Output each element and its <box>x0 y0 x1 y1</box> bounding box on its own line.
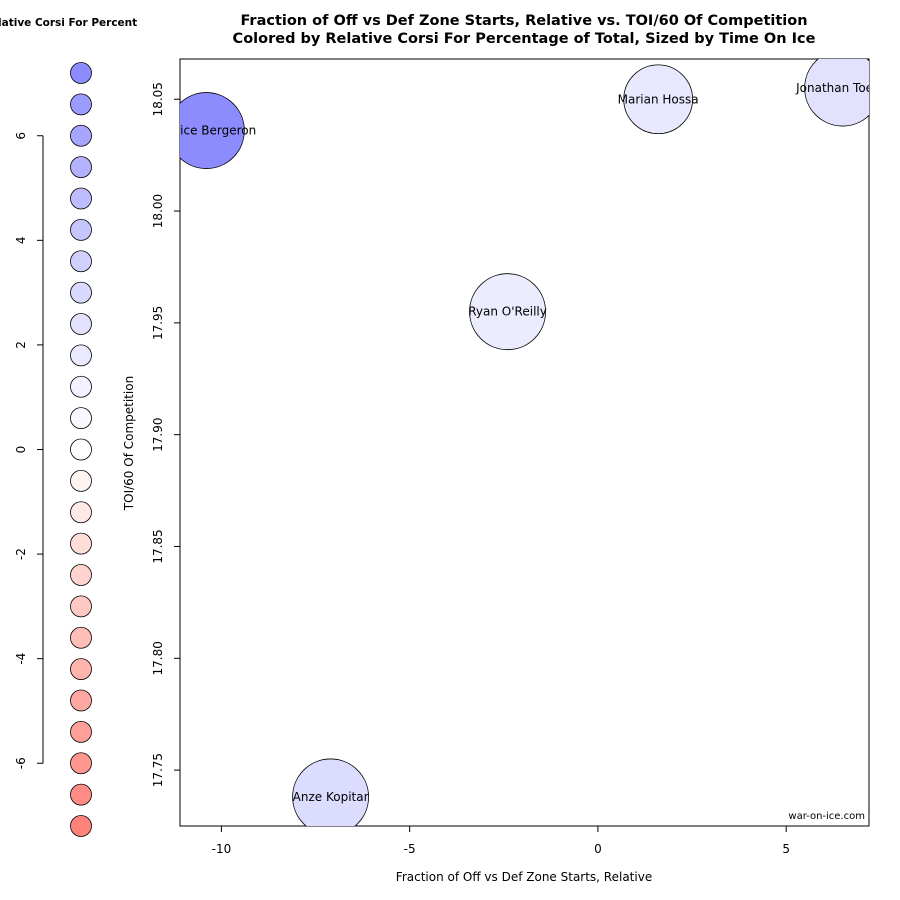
bubble-label: Ryan O'Reilly <box>468 305 547 319</box>
legend-swatch <box>70 626 92 649</box>
y-tick-label: 18.05 <box>151 82 165 116</box>
legend-tick-label: -4 <box>14 653 28 665</box>
y-tick-label: 17.80 <box>151 641 165 675</box>
legend-swatches <box>70 62 92 837</box>
legend-tick-label: -2 <box>14 548 28 560</box>
legend-swatch <box>70 250 92 273</box>
bubble-label: Anze Kopitar <box>293 790 369 804</box>
x-tick-label: -5 <box>404 842 416 856</box>
legend-swatch <box>70 407 92 430</box>
x-axis: -10 -5 0 5 <box>212 826 790 856</box>
legend-axis: 6 4 2 0 -2 -4 -6 <box>14 132 44 769</box>
legend-swatch <box>70 689 92 712</box>
bubble-label: Patrice Bergeron <box>156 124 256 138</box>
y-tick-label: 17.90 <box>151 417 165 451</box>
legend-swatch <box>70 752 92 775</box>
legend-swatch <box>70 62 92 84</box>
legend-swatch <box>70 532 92 555</box>
chart-subtitle: Colored by Relative Corsi For Percentage… <box>233 31 816 47</box>
legend-tick-label: 2 <box>14 341 28 349</box>
legend-swatch <box>70 93 92 116</box>
legend-tick-label: 4 <box>14 237 28 245</box>
y-axis-label: TOI/60 Of Competition <box>122 376 136 511</box>
legend-title: Relative Corsi For Percent <box>0 17 137 29</box>
bubble-label: Jonathan Toews <box>795 81 889 95</box>
legend-swatch <box>70 469 92 492</box>
credit-text: war-on-ice.com <box>788 811 865 822</box>
legend-swatch <box>70 564 92 586</box>
plot-frame <box>179 58 870 827</box>
bubble-label: Marian Hossa <box>618 92 699 106</box>
y-tick-label: 17.85 <box>151 529 165 563</box>
bubble-point[interactable] <box>469 273 546 351</box>
x-axis-label: Fraction of Off vs Def Zone Starts, Rela… <box>396 870 652 884</box>
legend-swatch <box>70 281 92 304</box>
legend-swatch <box>70 815 92 837</box>
legend-swatch <box>70 658 92 681</box>
legend-swatch <box>70 313 92 335</box>
legend-swatch <box>70 187 92 210</box>
y-tick-label: 17.75 <box>151 753 165 787</box>
bubbles-layer: Patrice Bergeron Marian Hossa Jonathan Toe… <box>156 50 889 835</box>
legend-swatch <box>70 595 92 618</box>
y-tick-label: 17.95 <box>151 306 165 340</box>
legend-swatch <box>70 375 92 398</box>
legend-tick-label: 6 <box>14 132 28 140</box>
chart-title: Fraction of Off vs Def Zone Starts, Rela… <box>240 13 807 29</box>
legend-tick-label: 0 <box>14 446 28 454</box>
legend-tick-label: -6 <box>14 757 28 769</box>
x-tick-label: 5 <box>782 842 790 856</box>
legend-swatch <box>70 438 92 461</box>
legend-swatch <box>70 344 92 367</box>
legend-swatch <box>70 783 92 806</box>
legend-swatch <box>70 218 92 241</box>
legend-swatch <box>70 156 92 179</box>
x-tick-label: 0 <box>594 842 602 856</box>
legend-swatch <box>70 124 92 147</box>
legend-swatch <box>70 501 92 524</box>
bubble-point[interactable] <box>292 758 369 835</box>
y-axis: 17.75 17.80 17.85 17.90 17.95 18.00 18.05 <box>151 82 180 787</box>
legend-swatch <box>70 720 92 743</box>
bubble-point[interactable] <box>804 50 881 127</box>
x-tick-label: -10 <box>212 842 232 856</box>
bubble-point[interactable] <box>623 64 693 135</box>
bubble-point[interactable] <box>168 92 245 169</box>
y-tick-label: 18.00 <box>151 194 165 228</box>
